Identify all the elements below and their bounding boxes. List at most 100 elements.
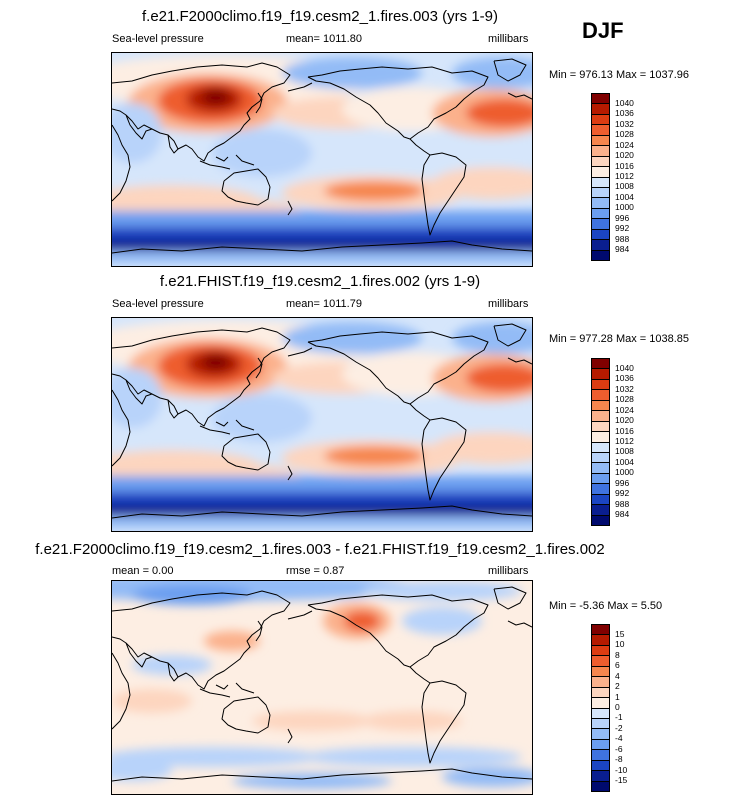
coastline (409, 138, 431, 156)
colorbar-cell (591, 472, 610, 484)
colorbar-cell (591, 249, 610, 261)
panel-2-title: f.e21.FHIST.f19_f19.cesm2_1.fires.002 (y… (159, 273, 481, 290)
colorbar-tick-label: 1020 (615, 150, 634, 161)
colorbar-cell (591, 738, 610, 750)
coastline (255, 620, 263, 642)
coastline (215, 421, 229, 427)
colorbar-tick-label: 1024 (615, 404, 634, 415)
panel-2-units-label: millibars (488, 298, 529, 310)
colorbar-tick-label: 1032 (615, 383, 634, 394)
colorbar-tick-label: 1040 (615, 362, 634, 373)
colorbar-cell (591, 707, 610, 719)
colorbar-tick-label: 2 (615, 681, 620, 692)
colorbar-cell (591, 410, 610, 422)
pressure-contour-region (112, 103, 162, 163)
colorbar-tick-label: 1004 (615, 456, 634, 467)
difference-contour-region (204, 631, 260, 651)
colorbar-cell (591, 103, 610, 115)
colorbar-tick-label: 996 (615, 212, 630, 223)
colorbar-tick-label: 4 (615, 670, 620, 681)
colorbar-cell (591, 749, 610, 761)
colorbar-tick-label: 1036 (615, 373, 634, 384)
colorbar-cell (591, 514, 610, 526)
pressure-contour-region (202, 354, 230, 370)
pressure-contour-band (112, 516, 532, 528)
colorbar-cell (591, 218, 610, 230)
coastline (287, 82, 313, 92)
colorbar-cell (591, 134, 610, 146)
coastline (287, 728, 293, 744)
colorbar-cell (591, 113, 610, 125)
coastline (493, 323, 527, 347)
colorbar-cell (591, 186, 610, 198)
difference-contour-region (362, 581, 522, 601)
colorbar-tick-label: -15 (615, 775, 628, 786)
pressure-contour-band (112, 251, 532, 263)
colorbar-cell (591, 207, 610, 219)
coastline (287, 465, 293, 481)
panel-1-minmax: Min = 976.13 Max = 1037.96 (549, 69, 690, 81)
panel-2-variable-label: Sea-level pressure (112, 298, 204, 310)
pressure-contour-region (212, 394, 312, 442)
colorbar-tick-label: 1032 (615, 118, 634, 129)
coastline (235, 419, 255, 431)
colorbar-tick-label: 0 (615, 702, 620, 712)
difference-contour-region (344, 611, 380, 631)
coastline (112, 62, 291, 162)
difference-contour-region (112, 747, 322, 767)
colorbar-tick-label: -6 (615, 743, 623, 754)
coastline (287, 200, 293, 216)
coastline (199, 160, 231, 170)
colorbar-cell (591, 93, 610, 105)
difference-contour-region (362, 711, 462, 731)
coastline (307, 66, 489, 140)
coastline (167, 399, 179, 419)
pressure-contour-region (452, 57, 532, 89)
colorbar-tick-label: 1028 (615, 394, 634, 405)
colorbar-cell (591, 644, 610, 656)
colorbar-cell (591, 728, 610, 740)
coastline (112, 768, 532, 782)
colorbar-cell (591, 368, 610, 380)
panel-1-title: f.e21.F2000climo.f19_f19.cesm2_1.fires.0… (141, 8, 498, 25)
colorbar-tick-label: 1016 (615, 160, 634, 171)
coastline (255, 92, 263, 114)
panel-3-mean-label: mean = 0.00 (112, 565, 174, 577)
colorbar-tick-label: 984 (615, 509, 630, 520)
colorbar-cell (591, 358, 610, 370)
pressure-contour-region (112, 368, 162, 428)
colorbar-tick-label: 1028 (615, 129, 634, 140)
difference-contour-region (112, 689, 192, 713)
difference-contour-region (132, 655, 212, 675)
colorbar-cell (591, 717, 610, 729)
pressure-contour-region (432, 432, 532, 464)
panel-2-colorbar: 1040 1036 1032 1028 1024 1020 1016 1012 1008 1004… (591, 358, 651, 526)
colorbar-cell (591, 676, 610, 688)
coastline (255, 357, 263, 379)
coastline (112, 652, 131, 730)
colorbar-cell (591, 655, 610, 667)
colorbar-tick-label: 6 (615, 660, 620, 671)
coastline (112, 505, 532, 519)
pressure-contour-region (432, 167, 532, 199)
colorbar-cell (591, 155, 610, 167)
panel-3-rmse-label: rmse = 0.87 (286, 565, 345, 577)
difference-contour-region (132, 585, 252, 605)
panel-3-map (111, 580, 533, 795)
coastline (167, 662, 179, 682)
colorbar-cell (591, 124, 610, 136)
coastline (235, 682, 255, 694)
coastline (221, 433, 271, 471)
colorbar-tick-label: -2 (615, 722, 623, 733)
coastline (112, 389, 131, 467)
colorbar-cell (591, 686, 610, 698)
coastline (112, 124, 131, 202)
difference-contour-region (112, 761, 172, 781)
pressure-contour-region (202, 89, 230, 105)
colorbar-tick-label: 992 (615, 488, 630, 499)
colorbar-tick-label: 10 (615, 639, 625, 650)
colorbar-cell (591, 197, 610, 209)
coastline (199, 425, 231, 435)
pressure-contour-region (466, 364, 532, 392)
coastline (507, 357, 532, 365)
